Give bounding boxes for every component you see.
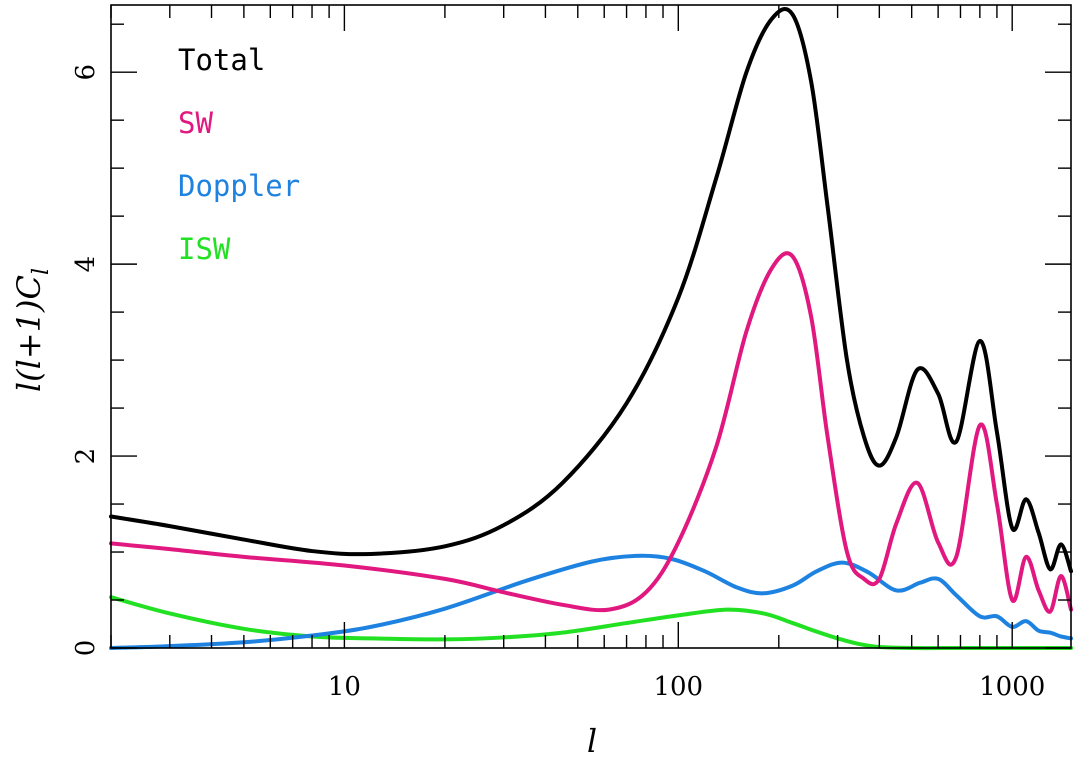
x-tick-label: 1000 (979, 672, 1045, 702)
y-tick-label: 0 (71, 640, 101, 657)
legend: Total SW Doppler ISW (178, 43, 300, 266)
y-axis-title-group: l(l+1)Cl (10, 268, 54, 392)
axis-ticks: 10 100 1000 0 2 4 6 (71, 5, 1071, 702)
legend-entry-isw: ISW (178, 232, 231, 266)
series-line-total (111, 9, 1071, 571)
legend-entry-sw: SW (178, 106, 213, 140)
x-tick-label: 100 (653, 672, 703, 702)
series-line-sw (111, 253, 1071, 612)
y-tick-label: 4 (71, 256, 101, 273)
legend-entry-total: Total (178, 43, 265, 77)
y-tick-label: 6 (71, 64, 101, 81)
y-axis-title-subscript: l (29, 268, 54, 275)
series-line-doppler (111, 556, 1071, 648)
plot-frame (111, 5, 1071, 648)
legend-entry-doppler: Doppler (178, 169, 300, 203)
y-tick-label: 2 (71, 448, 101, 465)
y-axis-title-main: l(l+1)C (10, 275, 48, 392)
y-axis-title: l(l+1)Cl (10, 268, 54, 392)
x-tick-label: 10 (328, 672, 361, 702)
plot-area (111, 9, 1071, 648)
x-axis-title: l (587, 722, 597, 760)
